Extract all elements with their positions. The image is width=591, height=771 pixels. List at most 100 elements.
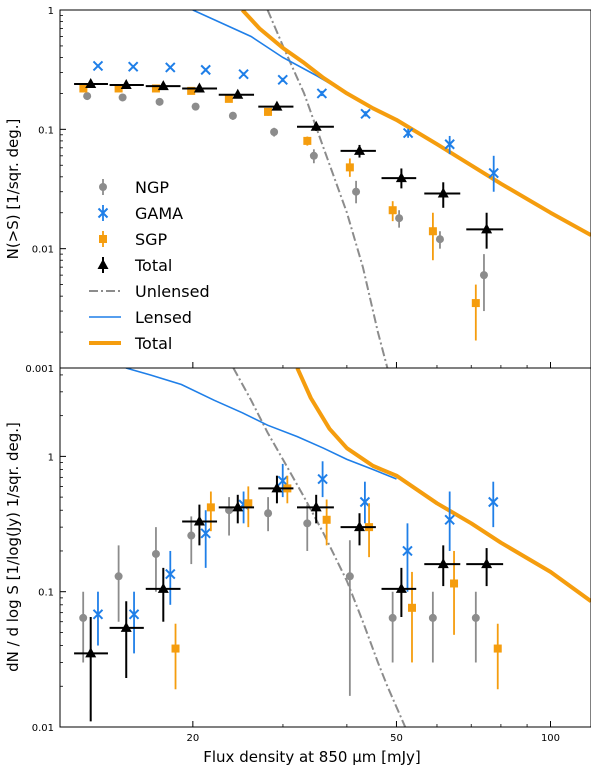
data-point [466,212,504,249]
data-point [127,61,139,72]
data-point [466,548,504,587]
marker-square [407,603,416,612]
marker-x [444,514,455,525]
marker-circle [303,519,312,528]
marker-triangle [120,621,132,632]
marker-square [151,84,160,93]
panel-top-cumulative-counts: 0.001 0.01 0.1 1 NGP GAMA SGP Total Unlensed Lens… [25,6,591,375]
data-point [428,212,437,261]
marker-x [402,545,413,557]
series-ngp [83,92,488,312]
marker-triangle [395,172,407,183]
legend-label: Total [134,256,172,275]
legend-marker-square [99,235,107,243]
legend-label: NGP [135,178,169,197]
legend-label: Unlensed [135,282,210,301]
marker-triangle [310,501,322,512]
marker-x [127,61,139,72]
marker-circle [155,97,164,106]
marker-triangle [437,187,449,198]
legend-marker-circle [99,183,107,191]
data-point [165,62,176,73]
data-point [145,80,181,91]
data-point [79,84,88,93]
data-point [114,84,123,93]
data-point [365,503,374,558]
data-point [182,504,218,546]
data-point [264,107,273,116]
marker-square [244,499,253,508]
legend-entry-totalmodel: Total [89,334,172,353]
legend-label: GAMA [135,204,183,223]
marker-circle [395,214,404,223]
data-point [345,158,354,177]
y-tick-label: 0.1 [38,588,54,599]
marker-x [488,167,499,179]
marker-square [345,163,354,172]
marker-x [200,64,211,76]
y-tick-label: 0.1 [38,125,54,136]
data-point [218,88,255,99]
data-point [359,481,371,524]
data-point [228,111,237,120]
data-point [200,510,211,568]
data-point [145,567,181,622]
marker-x [128,609,140,620]
marker-circle [187,531,196,540]
data-point [79,591,88,663]
marker-triangle [310,120,322,131]
axes-frame [59,367,591,728]
legend-label: Lensed [135,308,192,327]
data-point [407,571,416,663]
marker-triangle [395,582,407,593]
data-point [395,210,404,228]
data-point [402,523,413,592]
data-point [92,60,104,72]
plot-area [74,10,591,368]
data-point [74,77,108,88]
marker-circle [479,271,488,280]
legend-entry-lensed: Lensed [89,308,192,327]
marker-triangle [120,79,132,90]
marker-circle [428,613,437,622]
marker-x [165,62,176,73]
data-point [340,513,376,546]
panel-bottom-differential-counts: 0.01 0.1 1 20 50 100 [32,367,591,744]
legend-label: SGP [135,230,168,249]
data-point [187,516,196,565]
marker-square [171,644,180,653]
series-ngp [79,497,480,696]
data-point [303,136,312,146]
data-point [118,93,127,102]
legend-entry-total: Total [97,256,172,275]
marker-x [402,127,414,139]
y-tick-label: 0.01 [32,723,54,734]
marker-x [92,609,104,620]
marker-square [206,503,215,512]
data-point [191,102,200,111]
x-tick-label: 20 [186,733,199,744]
data-point [388,591,397,663]
model-line-totalmodel [240,10,591,237]
marker-circle [83,92,92,101]
data-point [471,591,480,663]
marker-circle [345,572,354,581]
data-point [200,64,211,76]
marker-circle [352,187,361,196]
marker-x [277,475,288,487]
marker-triangle [481,223,493,234]
legend: NGP GAMA SGP Total Unlensed Lensed Total [89,178,210,353]
marker-triangle [232,501,244,512]
marker-square [114,84,123,93]
data-point [388,201,397,222]
data-point [258,475,294,504]
data-point [381,567,417,618]
data-point [435,231,444,249]
marker-triangle [85,77,97,88]
data-point [424,545,461,587]
data-point [224,94,233,103]
model-line-lensed [125,368,397,480]
data-point [151,527,160,592]
data-point [109,601,144,679]
data-point [92,591,104,646]
